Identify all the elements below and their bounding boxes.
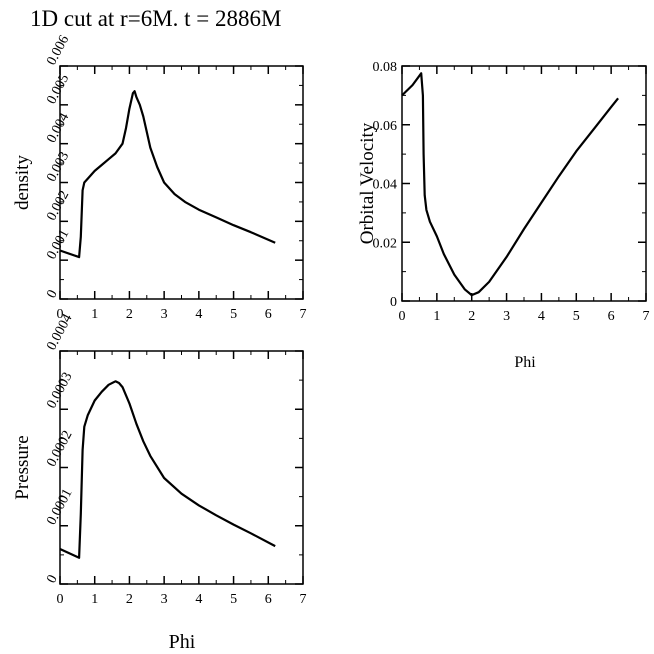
pressure-y-tick-label: 0.0003 [44,370,75,411]
pressure-x-tick-label: 5 [230,592,237,607]
orbital-velocity-y-axis-label: Orbital Velocity [357,122,378,244]
density-y-tick-label: 0.003 [44,150,72,185]
density-plot-frame [59,65,304,300]
pressure-plot-frame [59,350,304,585]
density-y-tick-label: 0.005 [44,72,72,107]
orbital-velocity-x-tick-label: 0 [399,309,406,324]
orbital-velocity-chart: 0 1 2 3 4 5 6 7 0 0.02 0.04 0.06 0.08 Orbital Velocit… [357,60,650,371]
density-x-tick-label: 7 [300,307,307,322]
density-x-tick-label: 2 [126,307,133,322]
orbital-velocity-y-tick-label: 0 [390,295,397,310]
pressure-y-tick-label: 0.0004 [44,312,75,353]
density-y-axis-label: density [12,155,33,210]
density-x-tick-label: 6 [265,307,272,322]
density-x-tick-label: 4 [195,307,202,322]
pressure-series-line [59,380,276,559]
pressure-y-tick-label: 0.0002 [44,428,75,469]
density-series-line [59,90,276,259]
orbital-velocity-y-tick-label: 0.04 [373,178,398,193]
density-x-tick-label: 0 [57,307,64,322]
orbital-velocity-x-tick-label: 5 [573,309,580,324]
pressure-x-tick-label: 1 [91,592,98,607]
density-x-tick-label: 1 [91,307,98,322]
density-y-tick-label: 0.001 [44,227,72,262]
density-y-tick-label: 0 [44,288,61,301]
density-y-tick-label: 0.004 [44,111,72,146]
orbital-velocity-x-axis-label: Phi [514,354,536,371]
orbital-velocity-y-tick-label: 0.02 [373,236,398,251]
pressure-x-tick-label: 4 [195,592,202,607]
pressure-y-axis-label: Pressure [12,435,33,499]
pressure-y-tick-label: 0 [44,573,61,586]
pressure-x-tick-label: 7 [300,592,307,607]
pressure-x-tick-label: 0 [57,592,64,607]
pressure-y-tick-label: 0.0001 [44,487,75,528]
density-chart: 0 1 2 3 4 5 6 7 0 0.001 0.002 0.003 0.004 0.005 0.006 d… [12,33,307,322]
orbital-velocity-x-tick-label: 3 [503,309,510,324]
density-x-tick-label: 5 [230,307,237,322]
pressure-x-tick-label: 6 [265,592,272,607]
density-y-tick-label: 0.002 [44,188,72,223]
density-y-tick-label: 0.006 [44,33,72,68]
pressure-x-axis-label: Phi [169,631,196,653]
orbital-velocity-x-tick-label: 1 [433,309,440,324]
orbital-velocity-x-tick-label: 7 [643,309,650,324]
orbital-velocity-x-tick-label: 2 [468,309,475,324]
orbital-velocity-plot-frame [401,65,647,302]
pressure-x-tick-label: 2 [126,592,133,607]
pressure-x-tick-label: 3 [161,592,168,607]
orbital-velocity-x-tick-label: 6 [608,309,615,324]
orbital-velocity-x-tick-label: 4 [538,309,545,324]
page-title: 1D cut at r=6M. t = 2886M [30,6,281,31]
orbital-velocity-y-tick-label: 0.06 [373,119,398,134]
orbital-velocity-y-tick-label: 0.08 [373,60,398,75]
pressure-chart: 0 1 2 3 4 5 6 7 0 0.0001 0.0002 0.0003 0.0004 Pressur… [12,312,307,653]
orbital-velocity-series-line [401,72,619,297]
density-x-tick-label: 3 [161,307,168,322]
